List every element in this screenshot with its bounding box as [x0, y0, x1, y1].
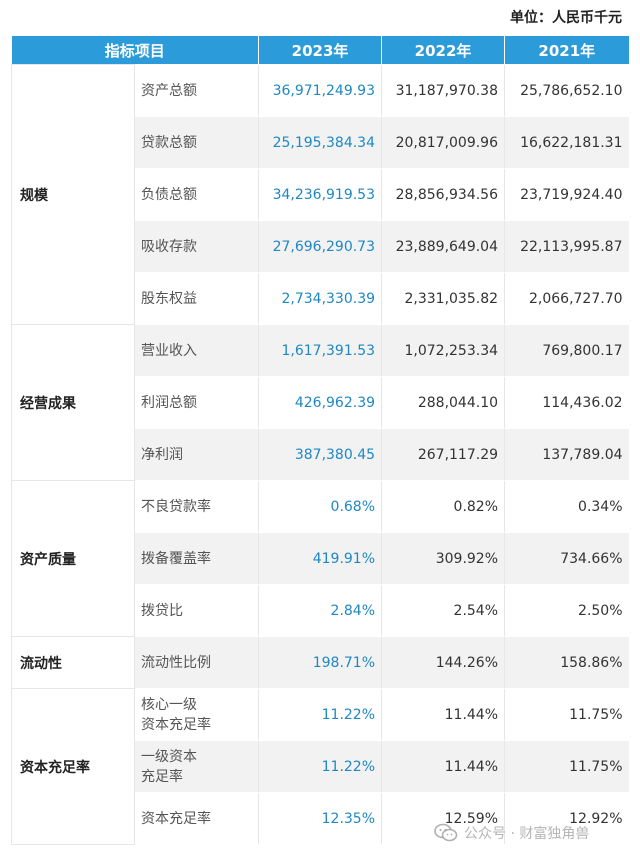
unit-label: 单位：人民币千元	[510, 10, 622, 26]
metric-cell: 营业收入	[134, 324, 259, 377]
metric-cell: 利润总额	[134, 376, 259, 429]
header-2021: 2021年	[504, 36, 629, 65]
metric-cell: 流动性比例	[134, 636, 259, 689]
table-row: 资本充足率 12.35% 12.59% 12.92%	[12, 792, 629, 845]
value-2021-cell: 11.75%	[504, 688, 629, 741]
value-2023-cell: 387,380.45	[258, 428, 382, 481]
value-2022-cell: 11.44%	[381, 740, 505, 793]
value-2023-cell: 426,962.39	[258, 376, 382, 429]
value-2023-cell: 198.71%	[258, 636, 382, 689]
value-2023-cell: 419.91%	[258, 532, 382, 585]
value-2022-cell: 2.54%	[381, 584, 505, 637]
value-2022-cell: 11.44%	[381, 688, 505, 741]
value-2022-cell: 267,117.29	[381, 428, 505, 481]
table-row: 吸收存款 27,696,290.73 23,889,649.04 22,113,995…	[12, 220, 629, 273]
table-row: 拨贷比 2.84% 2.54% 2.50%	[12, 584, 629, 637]
value-2023-cell: 27,696,290.73	[258, 220, 382, 273]
value-2023-cell: 11.22%	[258, 740, 382, 793]
table-header-row: 指标项目 2023年 2022年 2021年	[11, 36, 629, 65]
metric-cell: 贷款总额	[134, 116, 259, 169]
metric-cell: 资本充足率	[134, 792, 259, 845]
financial-indicators-table: 指标项目 2023年 2022年 2021年 规模 资产总额 36,971,249.…	[11, 36, 629, 845]
table-row: 拨备覆盖率 419.91% 309.92% 734.66%	[12, 532, 629, 585]
value-2023-cell: 1,617,391.53	[258, 324, 382, 377]
value-2023-cell: 34,236,919.53	[258, 168, 382, 221]
value-2021-cell: 158.86%	[504, 636, 629, 689]
table-row: 流动性 流动性比例 198.71% 144.26% 158.86%	[11, 636, 629, 689]
watermark: 公众号 · 财富独角兽	[434, 820, 589, 846]
table-row: 经营成果 营业收入 1,617,391.53 1,072,253.34 769,800.…	[11, 324, 629, 481]
value-2022-cell: 20,817,009.96	[381, 116, 505, 169]
value-2023-cell: 11.22%	[258, 688, 382, 741]
value-2022-cell: 0.82%	[381, 480, 505, 533]
value-2021-cell: 114,436.02	[504, 376, 629, 429]
metric-cell: 股东权益	[134, 272, 259, 325]
header-2023: 2023年	[258, 36, 383, 65]
category-cell: 经营成果	[11, 324, 135, 481]
value-2022-cell: 1,072,253.34	[381, 324, 505, 377]
value-2021-cell: 2.50%	[504, 584, 629, 637]
table-row: 一级资本 充足率 11.22% 11.44% 11.75%	[12, 740, 629, 793]
value-2022-cell: 31,187,970.38	[381, 64, 505, 117]
header-indicator: 指标项目	[11, 36, 260, 65]
value-2023-cell: 2.84%	[258, 584, 382, 637]
table-row: 利润总额 426,962.39 288,044.10 114,436.02	[12, 376, 629, 429]
metric-cell: 吸收存款	[134, 220, 259, 273]
metric-cell: 一级资本 充足率	[134, 740, 259, 793]
table-row: 股东权益 2,734,330.39 2,331,035.82 2,066,727.70	[12, 272, 629, 325]
category-cell: 资产质量	[11, 480, 135, 637]
value-2022-cell: 288,044.10	[381, 376, 505, 429]
value-2021-cell: 734.66%	[504, 532, 629, 585]
table-row: 规模 资产总额 36,971,249.93 31,187,970.38 25,786,6…	[11, 64, 629, 325]
metric-cell: 不良贷款率	[134, 480, 259, 533]
metric-cell: 负债总额	[134, 168, 259, 221]
metric-cell: 净利润	[134, 428, 259, 481]
value-2021-cell: 11.75%	[504, 740, 629, 793]
value-2021-cell: 25,786,652.10	[504, 64, 629, 117]
value-2023-cell: 2,734,330.39	[258, 272, 382, 325]
category-cell: 流动性	[11, 636, 135, 689]
header-2022: 2022年	[381, 36, 506, 65]
value-2022-cell: 23,889,649.04	[381, 220, 505, 273]
value-2022-cell: 2,331,035.82	[381, 272, 505, 325]
value-2021-cell: 12.92%	[504, 792, 629, 845]
table-body: 规模 资产总额 36,971,249.93 31,187,970.38 25,786,6…	[11, 64, 629, 845]
value-2023-cell: 12.35%	[258, 792, 382, 845]
value-2023-cell: 0.68%	[258, 480, 382, 533]
table-row: 贷款总额 25,195,384.34 20,817,009.96 16,622,181…	[12, 116, 629, 169]
value-2021-cell: 2,066,727.70	[504, 272, 629, 325]
wechat-icon	[434, 823, 458, 842]
metric-cell: 资产总额	[134, 64, 259, 117]
watermark-text: 公众号 · 财富独角兽	[464, 826, 590, 842]
value-2022-cell: 144.26%	[381, 636, 505, 689]
value-2023-cell: 25,195,384.34	[258, 116, 382, 169]
category-cell: 规模	[11, 64, 135, 325]
metric-cell: 核心一级 资本充足率	[134, 688, 259, 741]
category-cell: 资本充足率	[11, 688, 135, 845]
metric-cell: 拨备覆盖率	[134, 532, 259, 585]
value-2021-cell: 16,622,181.31	[504, 116, 629, 169]
value-2021-cell: 22,113,995.87	[504, 220, 629, 273]
table-row: 净利润 387,380.45 267,117.29 137,789.04	[12, 428, 629, 481]
value-2022-cell: 28,856,934.56	[381, 168, 505, 221]
value-2023-cell: 36,971,249.93	[258, 64, 382, 117]
value-2021-cell: 769,800.17	[504, 324, 629, 377]
table-row: 资产质量 不良贷款率 0.68% 0.82% 0.34%	[11, 480, 629, 637]
value-2021-cell: 137,789.04	[504, 428, 629, 481]
value-2021-cell: 23,719,924.40	[504, 168, 629, 221]
table-row: 资本充足率 核心一级 资本充足率 11.22% 11.44% 11.75%	[11, 688, 629, 845]
metric-cell: 拨贷比	[134, 584, 259, 637]
value-2021-cell: 0.34%	[504, 480, 629, 533]
value-2022-cell: 309.92%	[381, 532, 505, 585]
